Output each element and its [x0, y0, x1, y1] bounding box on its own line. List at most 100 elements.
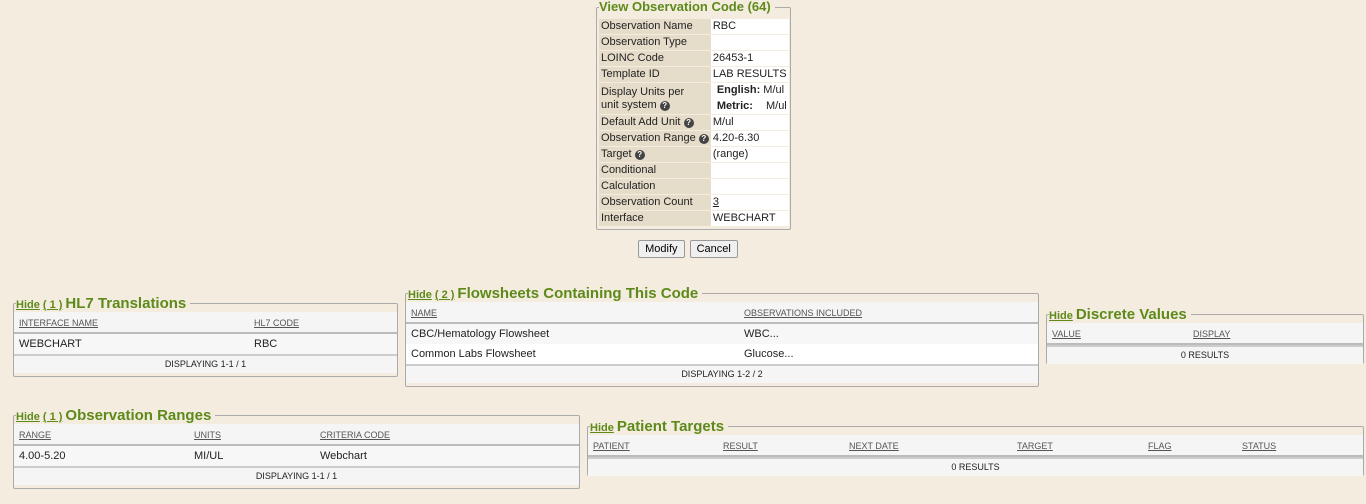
panel-title: Observation Ranges [65, 407, 212, 424]
flowsheets-panel: Hide( 2 ) Flowsheets Containing This Code… [405, 285, 1039, 387]
panel-title: Flowsheets Containing This Code [457, 285, 699, 302]
hide-link[interactable]: Hide [16, 299, 40, 311]
column-header[interactable]: RANGE [19, 430, 52, 440]
english-units: English: M/ul [713, 84, 787, 97]
detail-label-words: Display Units per unit system [601, 85, 685, 111]
detail-label-text: Target [601, 148, 632, 160]
detail-label: Observation Range ? [599, 131, 711, 146]
detail-label-text: Conditional [601, 164, 657, 176]
targets-grid: PATIENT RESULT NEXT DATE TARGET FLAG STATUS 0 … [588, 435, 1363, 476]
detail-row: Interface WEBCHART [599, 211, 789, 226]
detail-label-text: Observation Count [601, 196, 693, 208]
detail-value-text: LAB RESULTS [712, 68, 787, 80]
detail-value-text: 4.20-6.30 [712, 132, 760, 144]
detail-row: Default Add Unit ? M/ul [599, 115, 789, 130]
column-header[interactable]: NAME [411, 308, 438, 318]
observation-count-link[interactable]: 3 [712, 196, 719, 208]
ranges-panel: Hide( 1 ) Observation Ranges RANGE UNITS CRI… [13, 407, 580, 489]
table-cell: RBC [254, 338, 278, 350]
table-row[interactable]: 4.00-5.20 MI/UL Webchart [14, 446, 579, 466]
metric-value: M/ul [765, 100, 787, 112]
flowsheets-legend: Hide( 2 ) Flowsheets Containing This Code [408, 285, 703, 302]
grid-header: PATIENT RESULT NEXT DATE TARGET FLAG STATUS [588, 435, 1363, 457]
grid-body: 4.00-5.20 MI/UL Webchart [14, 446, 579, 466]
hl7-panel: Hide( 1 ) HL7 Translations INTERFACE NAME H… [13, 295, 398, 377]
table-cell: CBC/Hematology Flowsheet [411, 328, 550, 340]
column-header[interactable]: VALUE [1052, 329, 1081, 339]
english-value: M/ul [763, 84, 785, 96]
grid-header: INTERFACE NAME HL7 CODE [14, 312, 397, 334]
detail-value-text: (range) [712, 148, 749, 160]
column-header[interactable]: HL7 CODE [254, 318, 300, 328]
detail-row: Target ? (range) [599, 147, 789, 162]
table-row[interactable]: Common Labs Flowsheet Glucose... [406, 344, 1038, 364]
column-header[interactable]: RESULT [723, 441, 758, 451]
hide-link[interactable]: Hide [1049, 310, 1073, 322]
grid-body: WEBCHART RBC [14, 334, 397, 354]
grid-body: CBC/Hematology Flowsheet WBC... Common Lab… [406, 324, 1038, 364]
detail-value-text: M/ul [712, 116, 734, 128]
detail-value: LAB RESULTS [710, 67, 789, 82]
column-header[interactable]: DISPLAY [1193, 329, 1231, 339]
targets-legend: Hide Patient Targets [590, 418, 729, 435]
table-cell: Common Labs Flowsheet [411, 348, 536, 360]
view-observation-code-panel: View Observation Code (64) Observation N… [596, 0, 791, 230]
observation-details-table: Observation Name RBC Observation Type LOINC… [599, 18, 789, 227]
column-header[interactable]: STATUS [1242, 441, 1277, 451]
column-header[interactable]: OBSERVATIONS INCLUDED [744, 308, 863, 318]
discrete-panel: Hide Discrete Values VALUE DISPLAY 0 RESULTS [1046, 306, 1364, 364]
panel-title: Discrete Values [1075, 306, 1187, 323]
hl7-grid: INTERFACE NAME HL7 CODE WEBCHART RBC DISPLAY… [14, 312, 397, 373]
detail-label: LOINC Code [599, 51, 711, 66]
column-header[interactable]: CRITERIA CODE [320, 430, 391, 440]
detail-label-text: Default Add Unit [601, 116, 681, 128]
help-icon[interactable]: ? [659, 100, 670, 111]
count-link[interactable]: ( 1 ) [42, 299, 63, 311]
detail-row: Observation Name RBC [599, 19, 789, 34]
column-header[interactable]: FLAG [1148, 441, 1172, 451]
detail-row: Display Units per unit system ? English: … [599, 83, 789, 114]
hl7-legend: Hide( 1 ) HL7 Translations [16, 295, 191, 312]
column-header[interactable]: UNITS [194, 430, 221, 440]
detail-value [710, 35, 789, 50]
count-link[interactable]: ( 1 ) [42, 411, 63, 423]
hide-link[interactable]: Hide [16, 411, 40, 423]
targets-panel: Hide Patient Targets PATIENT RESULT NEXT DAT… [587, 418, 1364, 476]
detail-value: 4.20-6.30 [710, 131, 789, 146]
ranges-legend: Hide( 1 ) Observation Ranges [16, 407, 216, 424]
flowsheets-grid: NAME OBSERVATIONS INCLUDED CBC/Hematology … [406, 302, 1038, 383]
detail-value: 3 [710, 195, 789, 210]
detail-label: Display Units per unit system ? [599, 83, 711, 114]
detail-row: Calculation [599, 179, 789, 194]
grid-footer: DISPLAYING 1-2 / 2 [406, 364, 1038, 383]
detail-row: LOINC Code 26453-1 [599, 51, 789, 66]
hide-link[interactable]: Hide [590, 422, 614, 434]
grid-header: NAME OBSERVATIONS INCLUDED [406, 302, 1038, 324]
help-icon[interactable]: ? [698, 134, 709, 144]
grid-header: VALUE DISPLAY [1047, 323, 1363, 345]
cancel-button[interactable]: Cancel [689, 240, 738, 258]
help-icon[interactable]: ? [634, 150, 645, 160]
count-link[interactable]: ( 2 ) [434, 289, 455, 301]
column-header[interactable]: PATIENT [593, 441, 630, 451]
table-cell: WEBCHART [19, 338, 82, 350]
modify-button[interactable]: Modify [638, 240, 685, 258]
column-header[interactable]: INTERFACE NAME [19, 318, 99, 328]
column-header[interactable]: NEXT DATE [849, 441, 899, 451]
page-title: View Observation Code (64) [599, 0, 771, 14]
table-row[interactable]: WEBCHART RBC [14, 334, 397, 354]
help-icon[interactable]: ? [683, 118, 694, 128]
table-row[interactable]: CBC/Hematology Flowsheet WBC... [406, 324, 1038, 344]
table-cell: MI/UL [194, 450, 224, 462]
detail-row: Observation Type [599, 35, 789, 50]
detail-label: Calculation [599, 179, 711, 194]
detail-row: Conditional [599, 163, 789, 178]
detail-label-text: Calculation [601, 180, 656, 192]
panel-title: HL7 Translations [65, 295, 187, 312]
hide-link[interactable]: Hide [408, 289, 432, 301]
column-header[interactable]: TARGET [1017, 441, 1053, 451]
discrete-grid: VALUE DISPLAY 0 RESULTS [1047, 323, 1363, 364]
detail-row: Observation Count 3 [599, 195, 789, 210]
detail-label: Target ? [599, 147, 711, 162]
detail-value: M/ul [710, 115, 789, 130]
